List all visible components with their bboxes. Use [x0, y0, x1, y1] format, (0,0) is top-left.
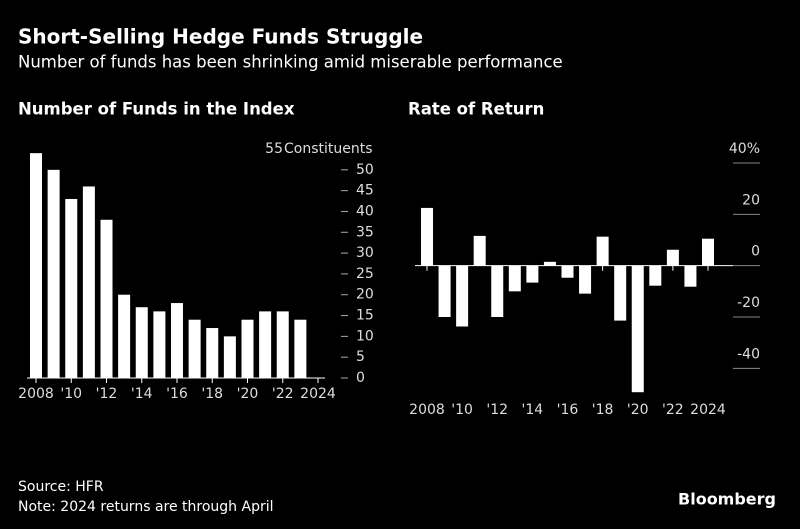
bar: [561, 265, 574, 278]
bar: [65, 198, 78, 378]
y-tick-label: 25: [356, 266, 374, 282]
x-tick-label: 2024: [300, 386, 336, 402]
bar: [294, 319, 307, 378]
note: Note: 2024 returns are through April: [18, 499, 274, 515]
bar: [188, 319, 201, 378]
panel-title: Rate of Return: [408, 100, 544, 119]
y-tick-label: 40%: [729, 141, 760, 157]
bar: [508, 265, 521, 292]
bar: [223, 336, 236, 378]
bar: [241, 319, 254, 378]
x-tick-label: '16: [166, 386, 188, 402]
y-tick-label: 30: [356, 245, 374, 261]
x-tick-label: '18: [201, 386, 223, 402]
title: Short-Selling Hedge Funds Struggle: [18, 25, 423, 49]
bar: [579, 265, 592, 294]
bar: [702, 238, 714, 266]
bar: [421, 207, 433, 266]
bar: [596, 236, 609, 266]
y-tick-label: 10: [356, 328, 374, 344]
bar: [171, 303, 183, 378]
x-tick-label: '20: [627, 402, 649, 418]
y-tick-label: 35: [356, 224, 374, 240]
bar: [526, 265, 539, 283]
y-tick-label: 5: [356, 349, 365, 365]
x-tick-label: '14: [522, 402, 544, 418]
y-unit: Constituents: [284, 141, 373, 157]
bar: [649, 265, 662, 286]
y-tick-label: 55: [265, 141, 283, 157]
bar: [543, 261, 556, 266]
y-tick-label: 40: [356, 203, 374, 219]
x-tick-label: '12: [486, 402, 508, 418]
y-tick-label: 50: [356, 162, 374, 178]
y-tick-label: 0: [356, 370, 365, 386]
y-tick-label: 0: [751, 244, 760, 260]
bar: [259, 311, 272, 378]
x-tick-label: '10: [60, 386, 82, 402]
y-tick-label: 45: [356, 183, 374, 199]
x-tick-label: '12: [96, 386, 118, 402]
bar: [135, 307, 148, 378]
bar: [614, 265, 627, 321]
bar: [82, 186, 95, 378]
x-tick-label: '22: [662, 402, 684, 418]
x-tick-label: 2024: [690, 402, 726, 418]
bar: [118, 294, 131, 378]
bar: [631, 265, 644, 393]
x-tick-label: 2008: [409, 402, 445, 418]
bar: [206, 328, 219, 378]
bar: [438, 265, 451, 317]
source: Source: HFR: [18, 479, 104, 495]
x-tick-label: '18: [592, 402, 614, 418]
bar: [153, 311, 166, 378]
y-tick-label: 20: [356, 287, 374, 303]
x-tick-label: '10: [451, 402, 473, 418]
bar: [491, 265, 504, 317]
y-tick-label: -40: [737, 346, 760, 362]
x-tick-label: '20: [237, 386, 259, 402]
bar: [666, 249, 679, 266]
bar: [473, 235, 486, 266]
bar: [30, 153, 42, 378]
bar: [684, 265, 697, 287]
x-tick-label: '22: [272, 386, 294, 402]
brand: Bloomberg: [678, 490, 776, 509]
bar: [456, 265, 469, 327]
x-tick-label: '14: [131, 386, 153, 402]
y-tick-label: 15: [356, 308, 374, 324]
subtitle: Number of funds has been shrinking amid …: [18, 53, 563, 72]
y-tick-label: -20: [737, 295, 760, 311]
x-tick-label: 2008: [18, 386, 54, 402]
x-tick-label: '16: [557, 402, 579, 418]
bar: [276, 311, 289, 378]
panel-title: Number of Funds in the Index: [18, 100, 295, 119]
bar: [100, 219, 113, 378]
y-tick-label: 20: [742, 192, 760, 208]
bar: [47, 169, 60, 378]
